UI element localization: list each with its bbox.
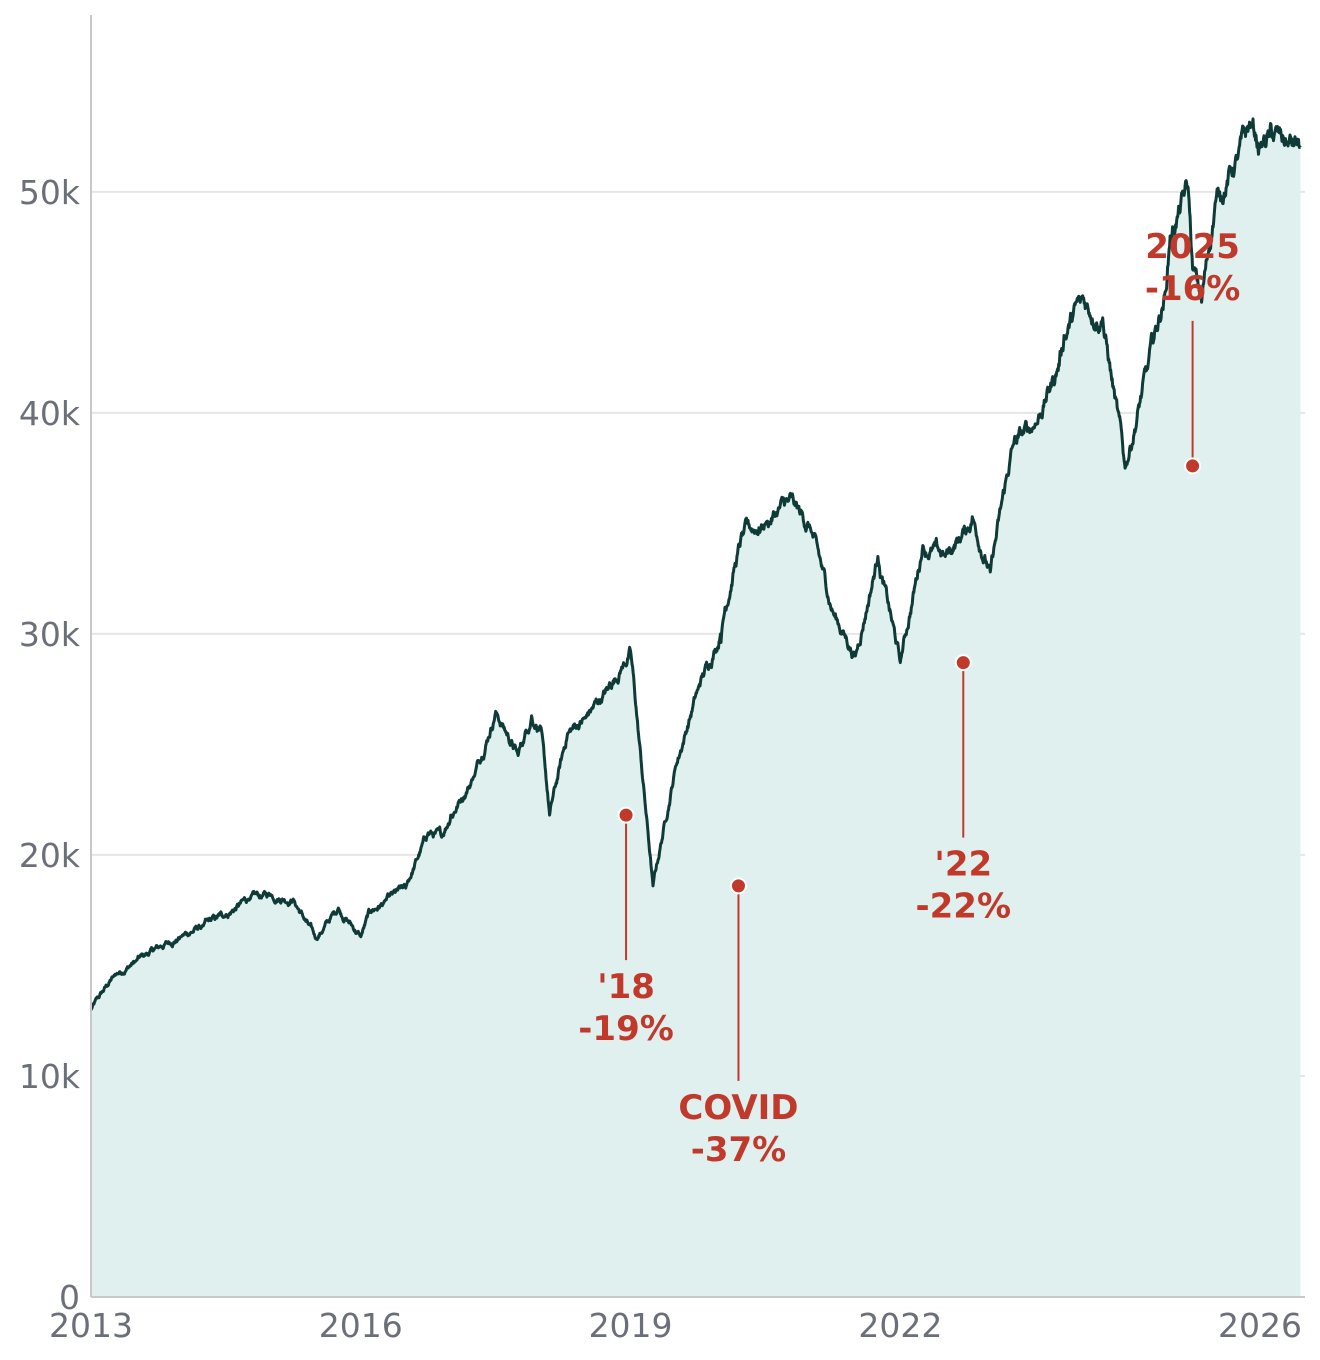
y-tick-label: 10k <box>19 1057 81 1096</box>
y-tick-label: 50k <box>19 173 81 212</box>
x-tick-label: 2013 <box>49 1306 133 1345</box>
y-tick-label: 0 <box>59 1278 80 1317</box>
annotation-label: -16% <box>1145 269 1241 309</box>
y-tick-label: 40k <box>19 394 81 433</box>
annotation-label: -37% <box>691 1130 787 1170</box>
x-tick-label: 2022 <box>858 1306 942 1345</box>
annotation-label: -19% <box>578 1009 674 1049</box>
x-tick-label: 2019 <box>589 1306 673 1345</box>
x-tick-label: 2016 <box>319 1306 403 1345</box>
tick-labels: 0 10k 20k 30k 40k 50k 2013 2016 2019 2022 2026 <box>19 173 1302 1345</box>
series-area-fill <box>91 118 1301 1297</box>
y-tick-label: 30k <box>19 615 81 654</box>
annotation-label: '18 <box>597 967 655 1007</box>
annotation-label: COVID <box>678 1088 798 1128</box>
series-line <box>89 117 1302 1011</box>
drawdown-marker <box>1184 457 1202 475</box>
annotation-label: 2025 <box>1145 227 1240 267</box>
annotation-label: -22% <box>916 887 1012 927</box>
drawdown-annotations: '18-19%COVID-37% '22-22% 2025-16% <box>578 227 1240 1170</box>
drawdown-marker <box>954 654 972 672</box>
drawdown-marker <box>729 877 747 895</box>
y-tick-label: 20k <box>19 836 81 875</box>
x-tick-label: 2026 <box>1218 1306 1302 1345</box>
annotation-label: '22 <box>934 845 992 885</box>
drawdown-marker <box>617 806 635 824</box>
